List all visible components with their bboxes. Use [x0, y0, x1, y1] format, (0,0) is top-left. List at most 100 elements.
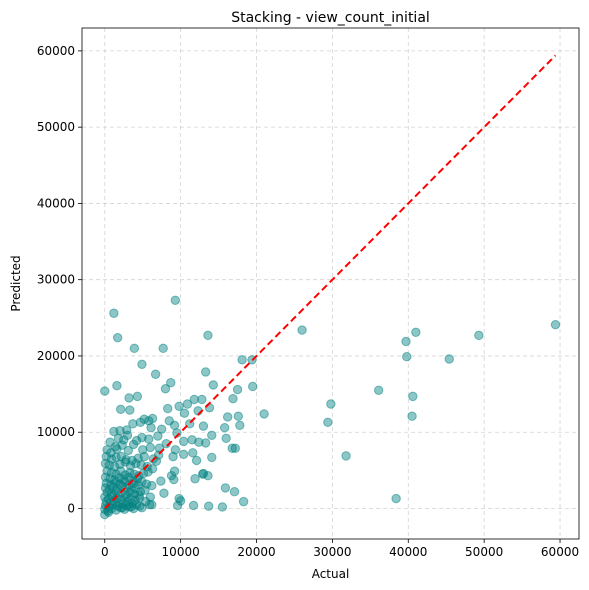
data-point	[412, 328, 420, 336]
data-point	[475, 331, 483, 339]
data-point	[409, 392, 417, 400]
data-point	[327, 400, 335, 408]
x-tick-label: 10000	[162, 545, 200, 559]
chart-title: Stacking - view_count_initial	[231, 10, 430, 26]
data-point	[101, 387, 109, 395]
data-point	[157, 477, 165, 485]
data-point	[104, 508, 112, 516]
data-point	[208, 453, 216, 461]
reference-line	[105, 55, 556, 508]
data-point	[170, 421, 178, 429]
data-point	[130, 344, 138, 352]
data-point	[173, 501, 181, 509]
points-layer	[101, 296, 560, 519]
data-point	[126, 406, 134, 414]
data-point	[138, 360, 146, 368]
data-point	[151, 370, 159, 378]
data-point	[239, 497, 247, 505]
x-tick-label: 30000	[313, 545, 351, 559]
data-point	[113, 382, 121, 390]
data-point	[342, 452, 350, 460]
data-point	[170, 475, 178, 483]
data-point	[209, 381, 217, 389]
data-point	[199, 422, 207, 430]
data-point	[179, 437, 187, 445]
data-point	[148, 414, 156, 422]
y-tick-label: 20000	[37, 349, 75, 363]
x-tick-label: 0	[101, 545, 109, 559]
data-point	[192, 456, 200, 464]
y-tick-label: 30000	[37, 273, 75, 287]
data-point	[445, 355, 453, 363]
data-point	[140, 452, 148, 460]
data-point	[136, 418, 144, 426]
data-point	[234, 412, 242, 420]
data-point	[145, 435, 153, 443]
y-tick-label: 50000	[37, 120, 75, 134]
data-point	[221, 484, 229, 492]
data-point	[220, 423, 228, 431]
data-point	[123, 431, 131, 439]
data-point	[208, 431, 216, 439]
data-point	[403, 353, 411, 361]
data-point	[249, 382, 257, 390]
data-point	[129, 440, 137, 448]
reference-line-layer	[105, 55, 556, 508]
data-point	[189, 449, 197, 457]
data-point	[133, 392, 141, 400]
data-point	[179, 450, 187, 458]
data-point	[110, 309, 118, 317]
data-point	[392, 494, 400, 502]
data-point	[222, 434, 230, 442]
data-point	[161, 385, 169, 393]
data-point	[324, 418, 332, 426]
data-point	[129, 504, 137, 512]
data-point	[236, 421, 244, 429]
data-point	[230, 488, 238, 496]
data-point	[233, 385, 241, 393]
data-point	[113, 333, 121, 341]
data-point	[229, 394, 237, 402]
data-point	[218, 503, 226, 511]
data-point	[260, 410, 268, 418]
data-point	[374, 386, 382, 394]
data-point	[147, 423, 155, 431]
y-tick-label: 0	[67, 501, 75, 515]
data-point	[223, 413, 231, 421]
data-point	[154, 432, 162, 440]
data-point	[169, 452, 177, 460]
data-point	[171, 296, 179, 304]
data-point	[189, 501, 197, 509]
data-point	[201, 439, 209, 447]
data-point	[205, 502, 213, 510]
x-tick-label: 40000	[389, 545, 427, 559]
y-tick-label: 10000	[37, 425, 75, 439]
y-tick-label: 60000	[37, 44, 75, 58]
data-point	[116, 405, 124, 413]
x-tick-label: 20000	[237, 545, 275, 559]
data-point	[125, 394, 133, 402]
data-point	[238, 356, 246, 364]
data-point	[138, 504, 146, 512]
x-tick-label: 50000	[465, 545, 503, 559]
data-point	[159, 344, 167, 352]
data-point	[198, 470, 206, 478]
data-point	[402, 337, 410, 345]
data-point	[160, 489, 168, 497]
data-point	[129, 420, 137, 428]
data-point	[180, 409, 188, 417]
data-point	[204, 331, 212, 339]
data-point	[191, 475, 199, 483]
data-point	[146, 443, 154, 451]
y-tick-label: 40000	[37, 196, 75, 210]
data-point	[164, 404, 172, 412]
data-point	[198, 395, 206, 403]
x-axis-label: Actual	[312, 567, 350, 581]
data-point	[551, 320, 559, 328]
x-tick-label: 60000	[541, 545, 579, 559]
data-point	[298, 326, 306, 334]
data-point	[201, 368, 209, 376]
data-point	[231, 444, 239, 452]
data-point	[408, 412, 416, 420]
